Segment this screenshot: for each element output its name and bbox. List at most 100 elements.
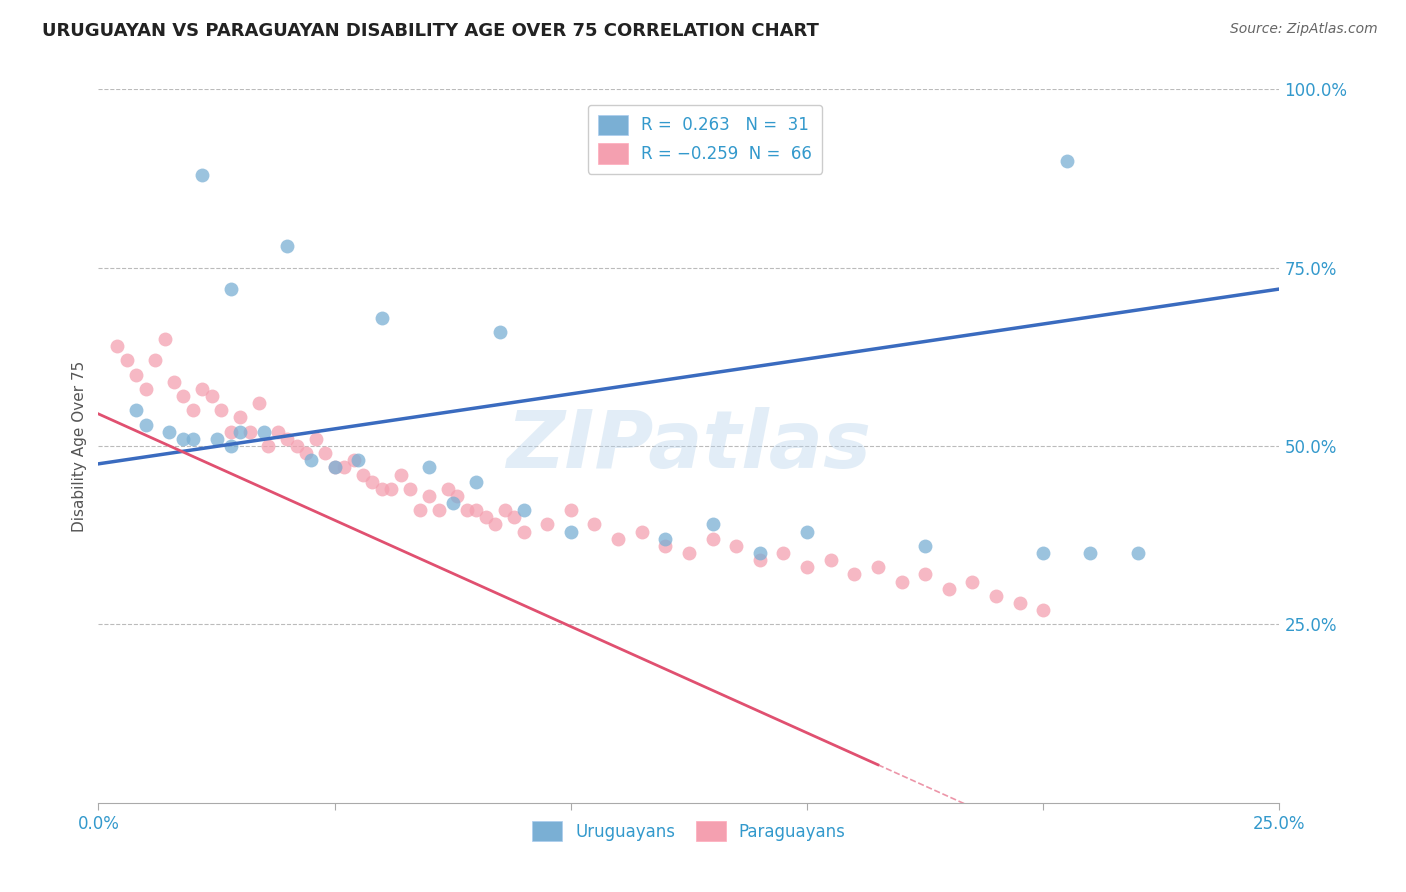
Point — [702, 532, 724, 546]
Point — [314, 446, 336, 460]
Point — [654, 539, 676, 553]
Point — [342, 453, 364, 467]
Point — [560, 524, 582, 539]
Point — [389, 467, 412, 482]
Legend: Uruguayans, Paraguayans: Uruguayans, Paraguayans — [526, 814, 852, 848]
Point — [323, 460, 346, 475]
Point — [962, 574, 984, 589]
Point — [172, 432, 194, 446]
Text: ZIPatlas: ZIPatlas — [506, 407, 872, 485]
Point — [984, 589, 1007, 603]
Point — [772, 546, 794, 560]
Point — [229, 425, 252, 439]
Point — [408, 503, 430, 517]
Point — [347, 453, 370, 467]
Point — [583, 517, 606, 532]
Point — [380, 482, 402, 496]
Point — [820, 553, 842, 567]
Point — [105, 339, 128, 353]
Point — [295, 446, 318, 460]
Point — [371, 310, 394, 325]
Point — [418, 489, 440, 503]
Point — [1126, 546, 1149, 560]
Point — [205, 432, 228, 446]
Point — [844, 567, 866, 582]
Point — [181, 403, 204, 417]
Point — [1056, 153, 1078, 168]
Point — [163, 375, 186, 389]
Point — [607, 532, 630, 546]
Point — [371, 482, 394, 496]
Point — [125, 403, 148, 417]
Point — [143, 353, 166, 368]
Point — [796, 524, 818, 539]
Point — [678, 546, 700, 560]
Point — [475, 510, 498, 524]
Point — [125, 368, 148, 382]
Point — [172, 389, 194, 403]
Point — [299, 453, 322, 467]
Point — [1080, 546, 1102, 560]
Point — [446, 489, 468, 503]
Point — [512, 503, 534, 517]
Point — [229, 410, 252, 425]
Point — [191, 168, 214, 182]
Point — [503, 510, 526, 524]
Point — [257, 439, 280, 453]
Point — [441, 496, 464, 510]
Point — [135, 417, 157, 432]
Point — [239, 425, 262, 439]
Point — [494, 503, 516, 517]
Point — [285, 439, 308, 453]
Point — [153, 332, 176, 346]
Point — [630, 524, 652, 539]
Point — [247, 396, 270, 410]
Point — [209, 403, 232, 417]
Point — [276, 239, 298, 253]
Point — [914, 567, 936, 582]
Point — [219, 425, 242, 439]
Point — [333, 460, 356, 475]
Point — [748, 553, 770, 567]
Point — [890, 574, 912, 589]
Point — [191, 382, 214, 396]
Point — [796, 560, 818, 574]
Point — [484, 517, 506, 532]
Point — [115, 353, 138, 368]
Point — [305, 432, 328, 446]
Point — [399, 482, 422, 496]
Point — [181, 432, 204, 446]
Point — [135, 382, 157, 396]
Point — [276, 432, 298, 446]
Point — [1032, 546, 1054, 560]
Point — [253, 425, 276, 439]
Point — [323, 460, 346, 475]
Point — [489, 325, 512, 339]
Point — [361, 475, 384, 489]
Point — [1032, 603, 1054, 617]
Point — [437, 482, 460, 496]
Point — [219, 282, 242, 296]
Point — [512, 524, 534, 539]
Point — [465, 503, 488, 517]
Point — [418, 460, 440, 475]
Point — [456, 503, 478, 517]
Point — [725, 539, 748, 553]
Point — [352, 467, 374, 482]
Text: URUGUAYAN VS PARAGUAYAN DISABILITY AGE OVER 75 CORRELATION CHART: URUGUAYAN VS PARAGUAYAN DISABILITY AGE O… — [42, 22, 820, 40]
Point — [201, 389, 224, 403]
Text: Source: ZipAtlas.com: Source: ZipAtlas.com — [1230, 22, 1378, 37]
Point — [219, 439, 242, 453]
Y-axis label: Disability Age Over 75: Disability Age Over 75 — [72, 360, 87, 532]
Point — [914, 539, 936, 553]
Point — [866, 560, 889, 574]
Point — [748, 546, 770, 560]
Point — [1008, 596, 1031, 610]
Point — [938, 582, 960, 596]
Point — [654, 532, 676, 546]
Point — [560, 503, 582, 517]
Point — [536, 517, 558, 532]
Point — [157, 425, 180, 439]
Point — [702, 517, 724, 532]
Point — [267, 425, 290, 439]
